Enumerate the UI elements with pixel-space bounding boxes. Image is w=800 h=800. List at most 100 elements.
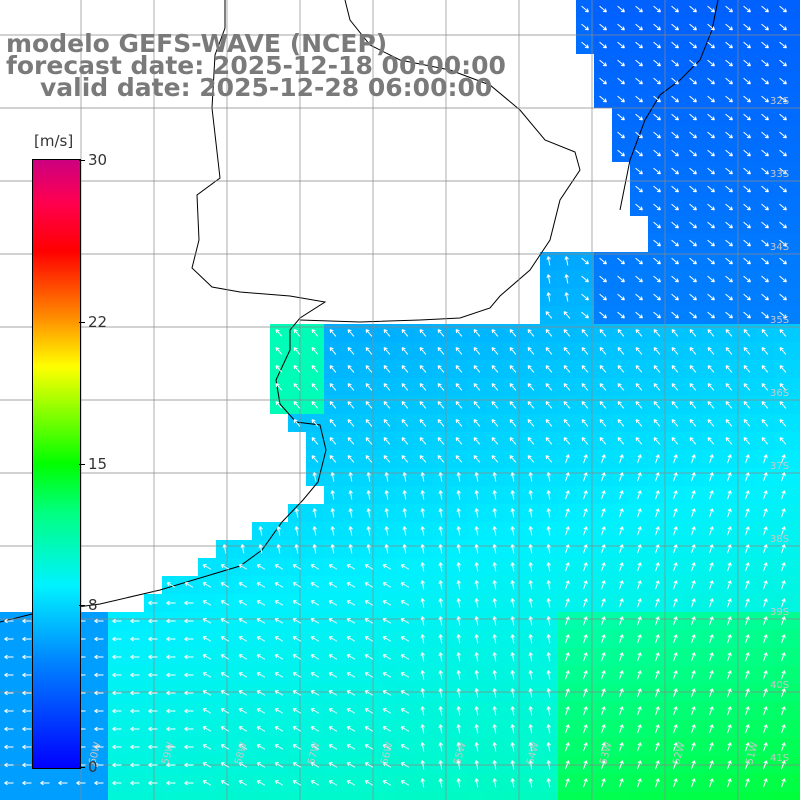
wind-arrow: [220, 672, 230, 678]
wind-arrow: [274, 744, 284, 750]
wind-arrow: [94, 708, 104, 714]
wind-arrow: [492, 742, 497, 752]
wind-arrow: [743, 203, 751, 211]
wind-arrow: [762, 490, 768, 500]
wind-arrow: [708, 508, 714, 518]
wind-arrow: [382, 780, 392, 786]
wind-arrow: [346, 600, 356, 606]
wind-arrow: [743, 293, 751, 301]
wind-arrow: [671, 401, 679, 409]
wind-arrow: [528, 760, 533, 770]
wind-arrow: [202, 708, 212, 714]
wind-arrow: [256, 690, 266, 696]
wind-arrow: [546, 652, 551, 662]
wind-arrow: [166, 708, 176, 714]
wind-speed-cell: [792, 180, 800, 198]
wind-speed-cell: [306, 792, 324, 800]
wind-arrow: [726, 526, 732, 536]
wind-arrow: [600, 562, 606, 572]
wind-arrow: [328, 672, 338, 678]
wind-arrow: [546, 256, 551, 266]
wind-arrow: [383, 329, 391, 337]
wind-arrow: [148, 600, 158, 606]
wind-arrow: [617, 329, 625, 337]
wind-arrow: [94, 690, 104, 696]
wind-arrow: [546, 274, 551, 284]
wind-arrow: [672, 508, 678, 518]
wind-arrow: [366, 508, 371, 518]
wind-arrow: [672, 634, 678, 644]
wind-arrow: [707, 329, 715, 337]
wind-arrow: [292, 744, 302, 750]
wind-speed-cell: [792, 216, 800, 234]
wind-arrow: [365, 365, 373, 373]
wind-arrow: [725, 167, 733, 175]
wind-arrow: [293, 365, 301, 373]
wind-arrow: [671, 23, 679, 31]
wind-arrow: [564, 778, 570, 788]
wind-arrow: [707, 401, 715, 409]
wind-arrow: [256, 762, 266, 768]
wind-arrow: [582, 670, 588, 680]
wind-speed-cell: [702, 792, 720, 800]
wind-arrow: [545, 383, 553, 391]
wind-arrow: [744, 526, 750, 536]
wind-arrow: [743, 365, 751, 373]
wind-arrow: [564, 760, 570, 770]
wind-arrow: [672, 778, 678, 788]
wind-arrow: [671, 257, 679, 265]
wind-arrow: [275, 347, 283, 355]
wind-arrow: [274, 762, 284, 768]
wind-arrow: [600, 670, 606, 680]
wind-arrow: [725, 185, 733, 193]
wind-arrow: [671, 293, 679, 301]
wind-arrow: [671, 275, 679, 283]
wind-arrow: [328, 654, 338, 660]
wind-arrow: [365, 383, 373, 391]
wind-arrow: [726, 562, 732, 572]
wind-arrow: [365, 437, 373, 445]
wind-arrow: [527, 437, 535, 445]
wind-arrow: [4, 654, 14, 660]
wind-arrow: [294, 508, 299, 518]
wind-arrow: [599, 95, 607, 103]
wind-arrow: [328, 582, 338, 588]
wind-arrow: [671, 437, 679, 445]
wind-arrow: [618, 598, 624, 608]
wind-arrow: [328, 564, 338, 570]
wind-arrow: [564, 292, 569, 302]
wind-arrow: [672, 652, 678, 662]
wind-arrow: [635, 23, 643, 31]
wind-arrow: [455, 347, 463, 355]
wind-arrow: [725, 257, 733, 265]
wind-arrow: [546, 598, 551, 608]
wind-arrow: [184, 582, 194, 588]
wind-speed-cell: [90, 792, 108, 800]
wind-arrow: [384, 508, 389, 518]
wind-arrow: [456, 544, 461, 554]
wind-arrow: [564, 256, 569, 266]
wind-arrow: [672, 760, 678, 770]
wind-arrow: [546, 724, 551, 734]
wind-arrow: [292, 636, 302, 642]
wind-arrow: [528, 778, 533, 788]
wind-arrow: [599, 23, 607, 31]
wind-arrow: [492, 472, 497, 482]
wind-arrow: [238, 690, 248, 696]
wind-arrow: [402, 544, 407, 554]
wind-arrow: [510, 724, 515, 734]
wind-arrow: [527, 347, 535, 355]
wind-arrow: [256, 636, 266, 642]
wind-arrow: [166, 582, 176, 588]
wind-arrow: [328, 708, 338, 714]
wind-arrow: [635, 347, 643, 355]
wind-arrow: [166, 654, 176, 660]
wind-arrow: [330, 508, 335, 518]
wind-speed-cell: [0, 792, 18, 800]
colorbar-tick-label: 15: [88, 454, 108, 473]
wind-speed-cell: [126, 792, 144, 800]
wind-arrow: [510, 760, 515, 770]
wind-arrow: [635, 185, 643, 193]
wind-arrow: [419, 419, 427, 427]
